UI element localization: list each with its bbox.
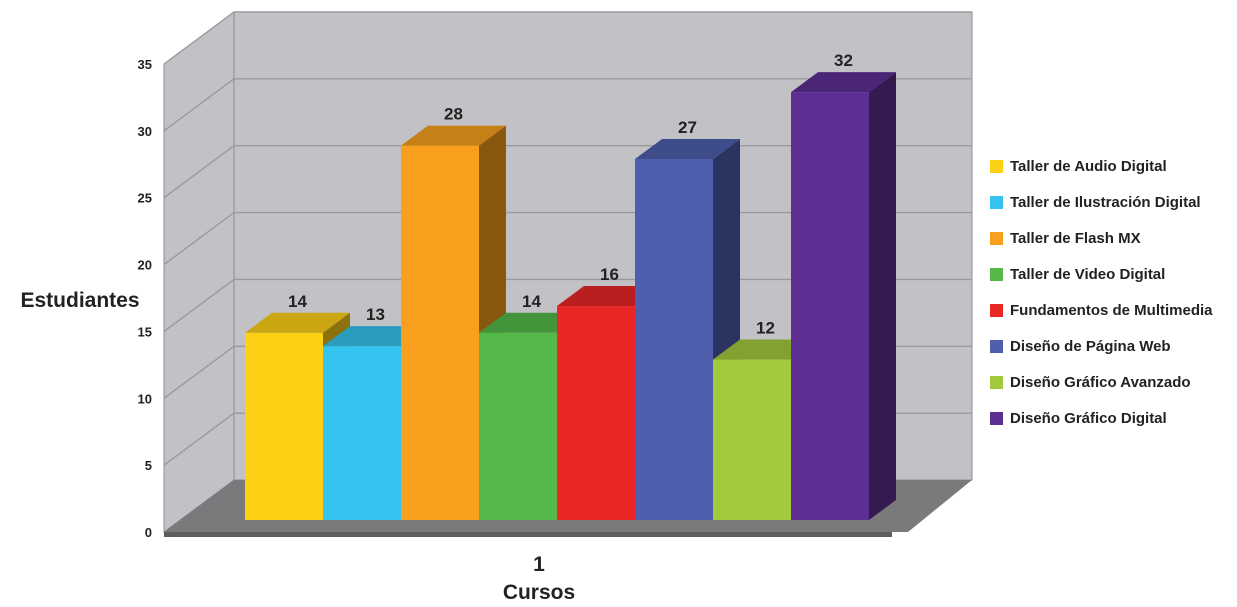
y-tick-labels: 0 5 10 15 20 25 30 35	[138, 57, 152, 540]
data-label: 28	[444, 105, 463, 124]
x-axis-label: Cursos	[503, 581, 575, 604]
legend-label: Taller de Flash MX	[1010, 229, 1141, 247]
bar-front	[323, 346, 401, 520]
bar-front	[401, 145, 479, 520]
bar-top	[635, 138, 740, 159]
y-tick-label: 25	[138, 191, 152, 206]
bar-front	[479, 332, 557, 520]
legend-label: Taller de Video Digital	[1010, 265, 1166, 283]
data-label: 32	[834, 51, 853, 70]
legend-swatch	[990, 267, 1003, 281]
data-label: 27	[678, 118, 697, 137]
bar-side	[869, 72, 896, 520]
data-label: 16	[600, 265, 619, 284]
y-tick-label: 20	[138, 258, 152, 273]
y-axis-label: Estudiantes	[20, 289, 139, 312]
legend-swatch	[990, 339, 1003, 353]
legend-label: Diseño Gráfico Digital	[1010, 409, 1167, 427]
legend-swatch	[990, 195, 1003, 209]
legend-item: Taller de Audio Digital	[990, 148, 1213, 184]
legend-item: Taller de Flash MX	[990, 220, 1213, 256]
legend-swatch	[990, 411, 1003, 425]
gridline	[163, 278, 235, 332]
y-tick-label: 35	[138, 57, 152, 72]
bars	[245, 72, 896, 520]
bar	[791, 72, 896, 520]
bar-front	[791, 92, 869, 520]
bar-front	[713, 359, 791, 520]
data-label: 13	[366, 305, 385, 324]
data-labels: 14 13 28 14 16 27 12 32	[288, 51, 853, 337]
y-tick-label: 5	[145, 458, 152, 473]
legend-item: Diseño de Página Web	[990, 328, 1213, 364]
bar-front	[635, 158, 713, 520]
legend: Taller de Audio Digital Taller de Ilustr…	[990, 148, 1213, 436]
bar-front	[557, 306, 635, 520]
legend-label: Taller de Audio Digital	[1010, 157, 1167, 175]
gridline	[163, 345, 235, 399]
gridline	[163, 212, 235, 266]
bar-top	[791, 72, 896, 93]
data-label: 14	[522, 292, 541, 311]
side-wall	[163, 11, 235, 533]
legend-label: Diseño Gráfico Avanzado	[1010, 373, 1191, 391]
legend-item: Taller de Video Digital	[990, 256, 1213, 292]
bar-front	[245, 332, 323, 520]
gridline	[163, 11, 235, 65]
bar-top	[245, 312, 350, 333]
y-tick-label: 30	[138, 124, 152, 139]
gridline	[163, 145, 235, 199]
legend-label: Taller de Ilustración Digital	[1010, 193, 1201, 211]
y-tick-label: 15	[138, 324, 152, 339]
bar-top	[401, 125, 506, 146]
data-label: 14	[288, 292, 307, 311]
gridline	[163, 412, 235, 466]
legend-item: Diseño Gráfico Avanzado	[990, 364, 1213, 400]
legend-item: Diseño Gráfico Digital	[990, 400, 1213, 436]
legend-swatch	[990, 303, 1003, 317]
data-label: 12	[756, 319, 775, 338]
gridline	[163, 78, 235, 132]
x-tick-label: 1	[533, 553, 545, 576]
legend-item: Taller de Ilustración Digital	[990, 184, 1213, 220]
legend-swatch	[990, 159, 1003, 173]
legend-swatch	[990, 375, 1003, 389]
legend-swatch	[990, 231, 1003, 245]
legend-label: Fundamentos de Multimedia	[1010, 301, 1213, 319]
legend-label: Diseño de Página Web	[1010, 337, 1171, 355]
y-tick-label: 0	[145, 525, 152, 540]
floor-front-edge	[164, 532, 892, 537]
y-tick-label: 10	[138, 391, 152, 406]
legend-item: Fundamentos de Multimedia	[990, 292, 1213, 328]
